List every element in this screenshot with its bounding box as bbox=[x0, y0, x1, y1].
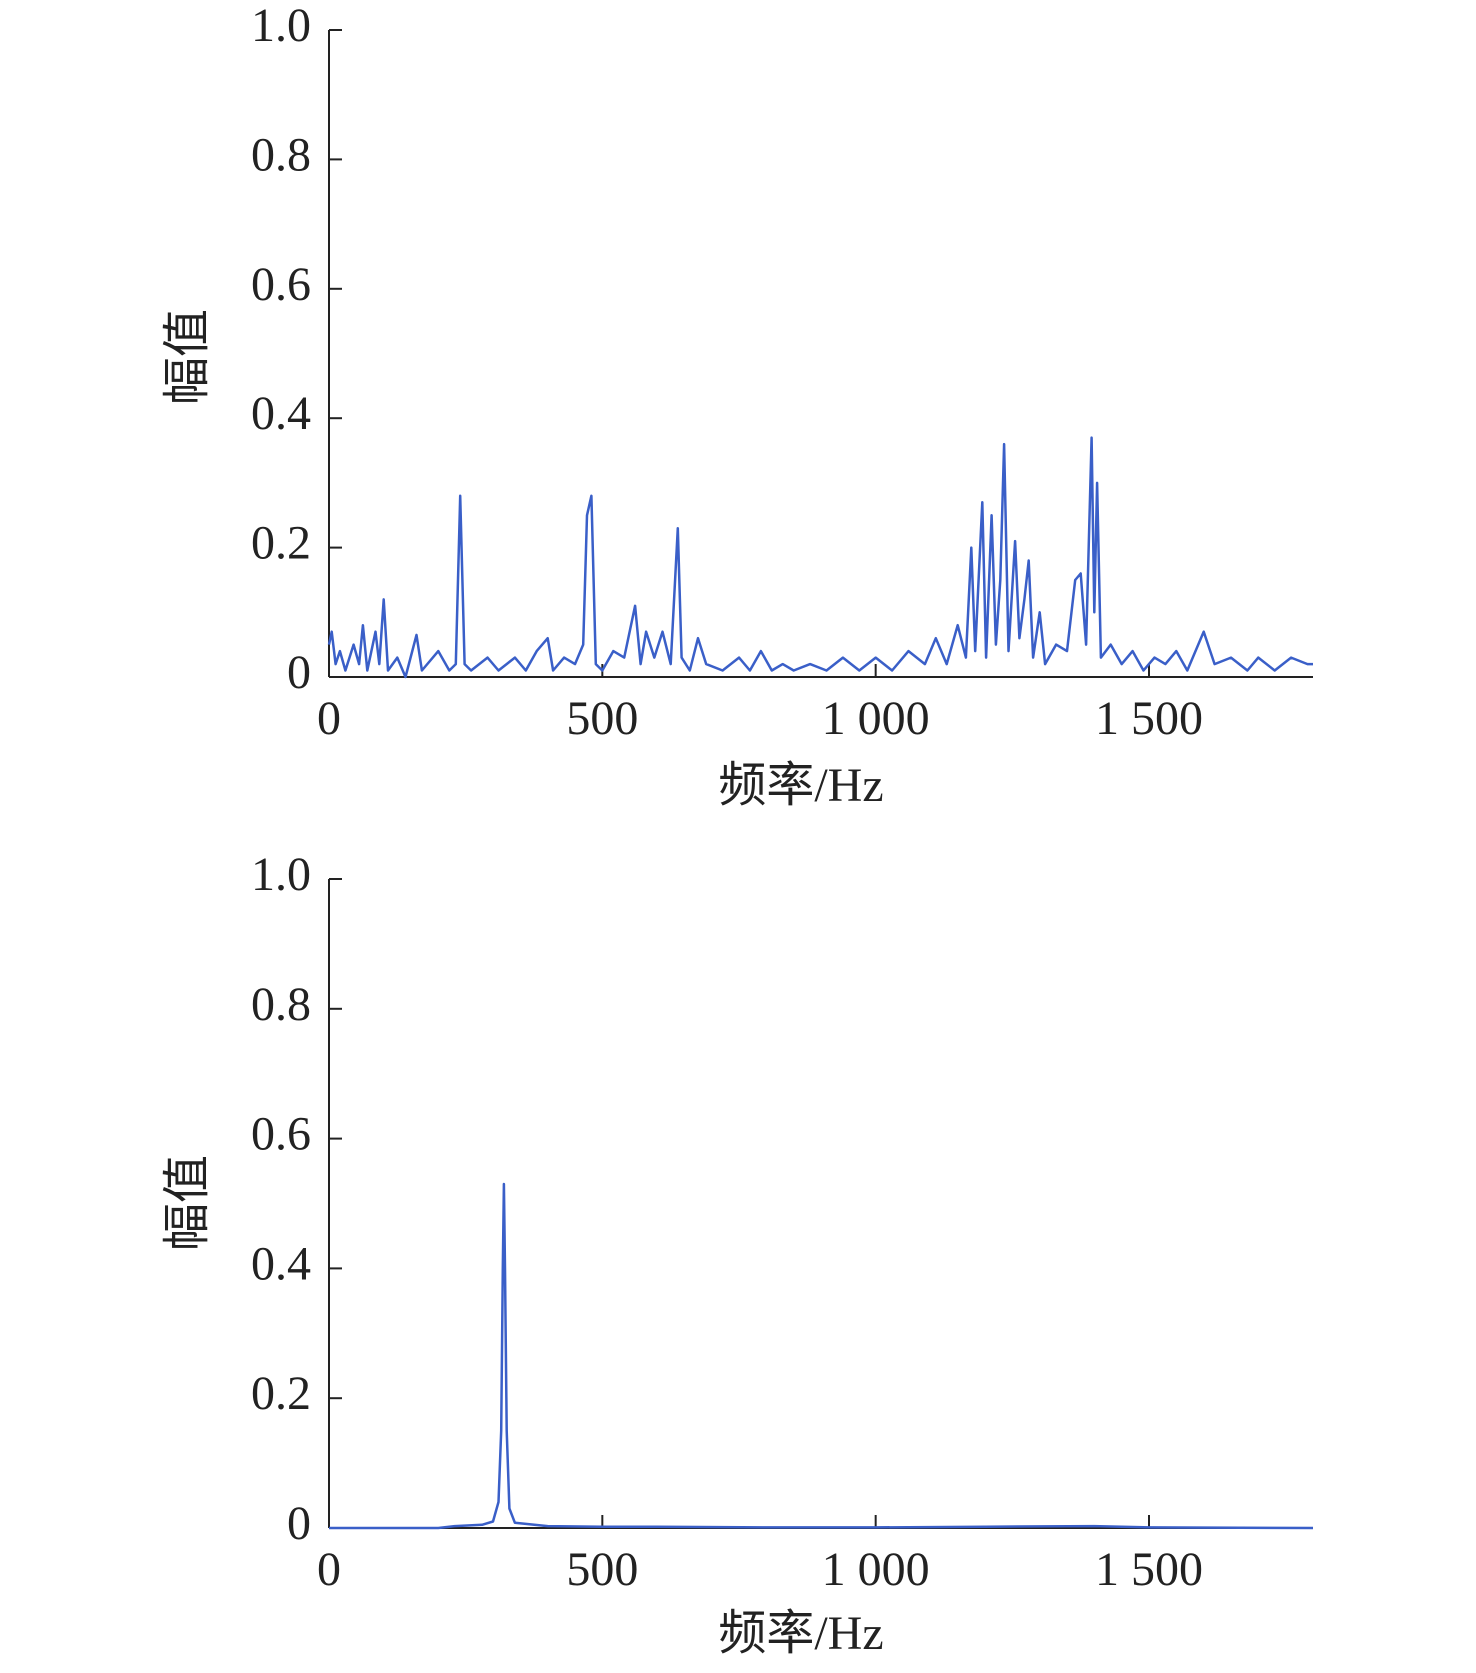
x-tick-label: 1 500 bbox=[1095, 692, 1203, 745]
y-tick-label: 0.8 bbox=[251, 128, 311, 181]
y-tick-label: 0.4 bbox=[251, 1237, 311, 1290]
y-tick-label: 0.2 bbox=[251, 517, 311, 570]
y-tick-label: 0 bbox=[287, 646, 311, 699]
x-tick-label: 0 bbox=[317, 1543, 341, 1596]
spectrum-line bbox=[329, 1182, 1314, 1530]
x-tick-label: 500 bbox=[566, 692, 638, 745]
y-tick-label: 1.0 bbox=[251, 848, 311, 901]
y-tick-label: 0.8 bbox=[251, 978, 311, 1031]
y-tick-label: 0.4 bbox=[251, 387, 311, 440]
x-tick-label: 1 000 bbox=[822, 1543, 930, 1596]
x-tick-label: 1 500 bbox=[1095, 1543, 1203, 1596]
y-tick-label: 0.2 bbox=[251, 1367, 311, 1420]
x-axis-label: 频率/Hz bbox=[718, 1607, 883, 1660]
x-axis-label: 频率/Hz bbox=[718, 759, 883, 812]
y-tick-label: 0.6 bbox=[251, 258, 311, 311]
y-axis-label: 幅值 bbox=[161, 1155, 214, 1251]
x-tick-label: 500 bbox=[566, 1543, 638, 1596]
y-tick-label: 0.6 bbox=[251, 1108, 311, 1161]
y-axis-label: 幅值 bbox=[161, 309, 214, 405]
y-tick-label: 0 bbox=[287, 1497, 311, 1550]
spectrum-line bbox=[327, 436, 1313, 679]
y-tick-label: 1.0 bbox=[251, 0, 311, 52]
x-tick-label: 1 000 bbox=[822, 692, 930, 745]
x-tick-label: 0 bbox=[317, 692, 341, 745]
